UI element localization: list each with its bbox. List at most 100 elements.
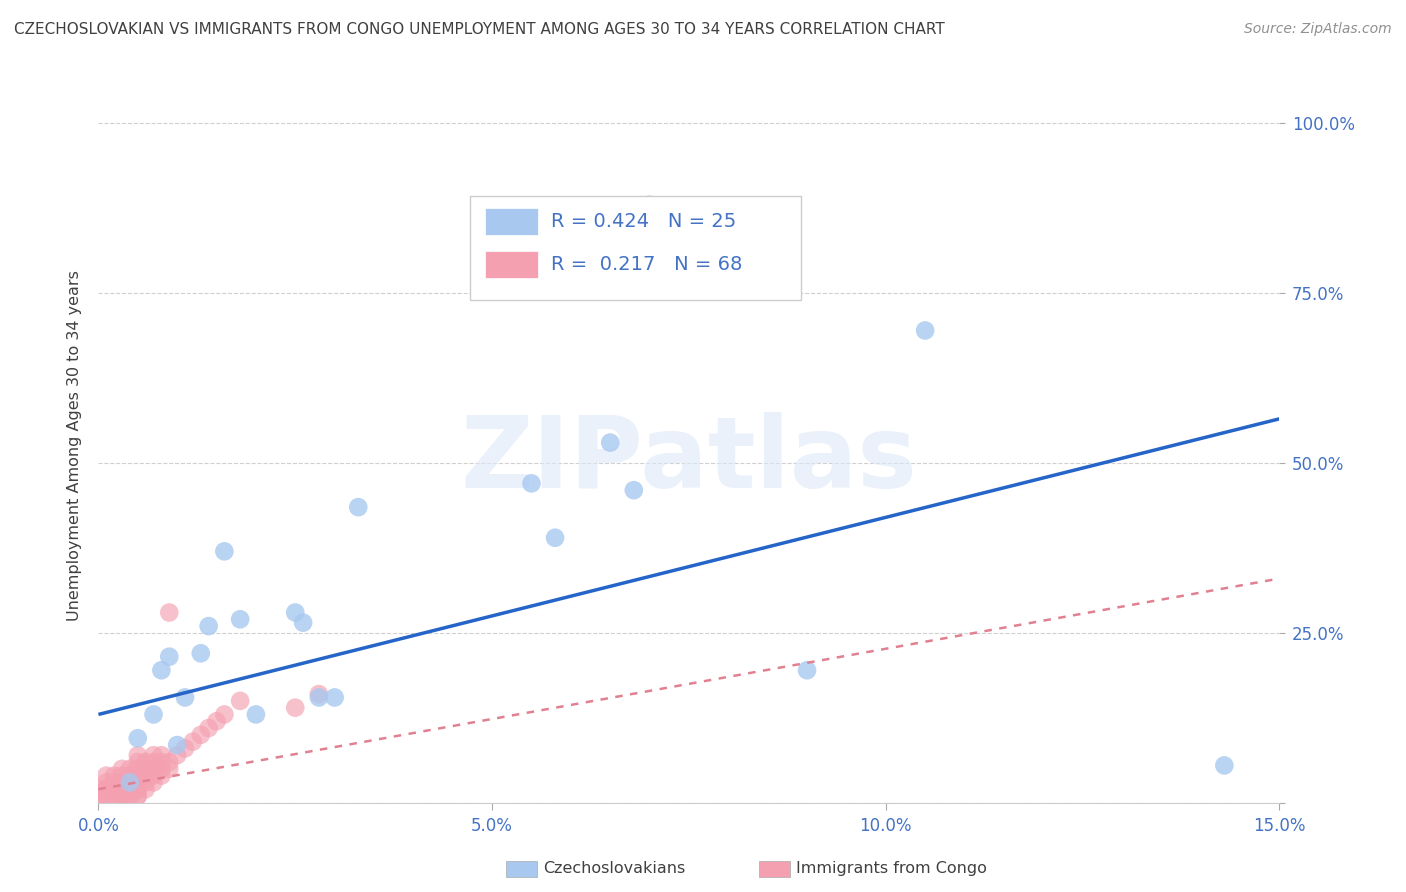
Point [111,789,134,803]
Point [96,775,118,789]
Point [111,775,134,789]
FancyBboxPatch shape [471,196,801,300]
Point [111,789,134,803]
Point [214,707,236,722]
Text: R = 0.424   N = 25: R = 0.424 N = 25 [551,212,735,231]
Point [111,782,134,797]
Text: Immigrants from Congo: Immigrants from Congo [796,862,987,876]
Point [127,789,149,803]
Point [111,782,134,797]
Y-axis label: Unemployment Among Ages 30 to 34 years: Unemployment Among Ages 30 to 34 years [66,270,82,622]
Point [292,615,315,630]
Point [96,769,118,783]
Point [599,435,621,450]
Point [157,755,180,769]
Point [214,544,236,558]
Point [127,769,149,783]
Point [111,769,134,783]
Point [157,649,180,664]
Point [96,789,118,803]
Point [103,775,125,789]
Point [520,476,543,491]
Point [197,619,219,633]
Point [181,734,204,748]
Point [142,707,165,722]
Point [103,782,125,797]
Point [96,789,118,803]
Point [127,762,149,776]
Point [118,782,141,797]
Point [135,769,157,783]
Point [118,769,141,783]
Point [205,714,228,729]
Point [127,755,149,769]
Point [127,731,149,746]
Point [1213,758,1236,772]
Point [157,762,180,776]
Point [190,646,212,660]
Point [103,789,125,803]
Point [142,748,165,763]
Point [135,775,157,789]
Point [96,782,118,797]
Point [103,769,125,783]
Point [150,762,173,776]
Point [174,741,197,756]
Point [150,769,173,783]
Text: ZIPatlas: ZIPatlas [461,412,917,508]
Text: CZECHOSLOVAKIAN VS IMMIGRANTS FROM CONGO UNEMPLOYMENT AMONG AGES 30 TO 34 YEARS : CZECHOSLOVAKIAN VS IMMIGRANTS FROM CONGO… [14,22,945,37]
Point [150,663,173,677]
Point [229,694,252,708]
Point [118,762,141,776]
Point [127,789,149,803]
Point [103,782,125,797]
Point [127,782,149,797]
Point [229,612,252,626]
Point [135,782,157,797]
Point [166,738,188,752]
Point [87,789,110,803]
Bar [485,209,537,235]
Point [127,769,149,783]
Text: Source: ZipAtlas.com: Source: ZipAtlas.com [1244,22,1392,37]
Point [127,782,149,797]
Point [118,775,141,789]
Point [103,789,125,803]
Point [347,500,370,515]
Point [127,748,149,763]
Text: Czechoslovakians: Czechoslovakians [543,862,685,876]
Point [111,762,134,776]
Point [190,728,212,742]
Point [118,775,141,789]
Point [142,775,165,789]
Point [142,755,165,769]
Point [142,769,165,783]
Text: R =  0.217   N = 68: R = 0.217 N = 68 [551,255,742,274]
Point [111,775,134,789]
Point [157,606,180,620]
Point [150,748,173,763]
Point [135,762,157,776]
Point [245,707,267,722]
Point [118,789,141,803]
Point [623,483,645,498]
Point [308,687,330,701]
Point [284,606,307,620]
Point [323,690,346,705]
Point [118,782,141,797]
Point [87,782,110,797]
Point [197,721,219,735]
Point [87,789,110,803]
Point [166,748,188,763]
Point [308,690,330,705]
Bar [485,252,537,278]
Point [150,755,173,769]
Point [111,789,134,803]
Point [135,755,157,769]
Point [174,690,197,705]
Point [284,700,307,714]
Point [638,198,661,212]
Point [544,531,567,545]
Point [127,775,149,789]
Point [914,323,936,337]
